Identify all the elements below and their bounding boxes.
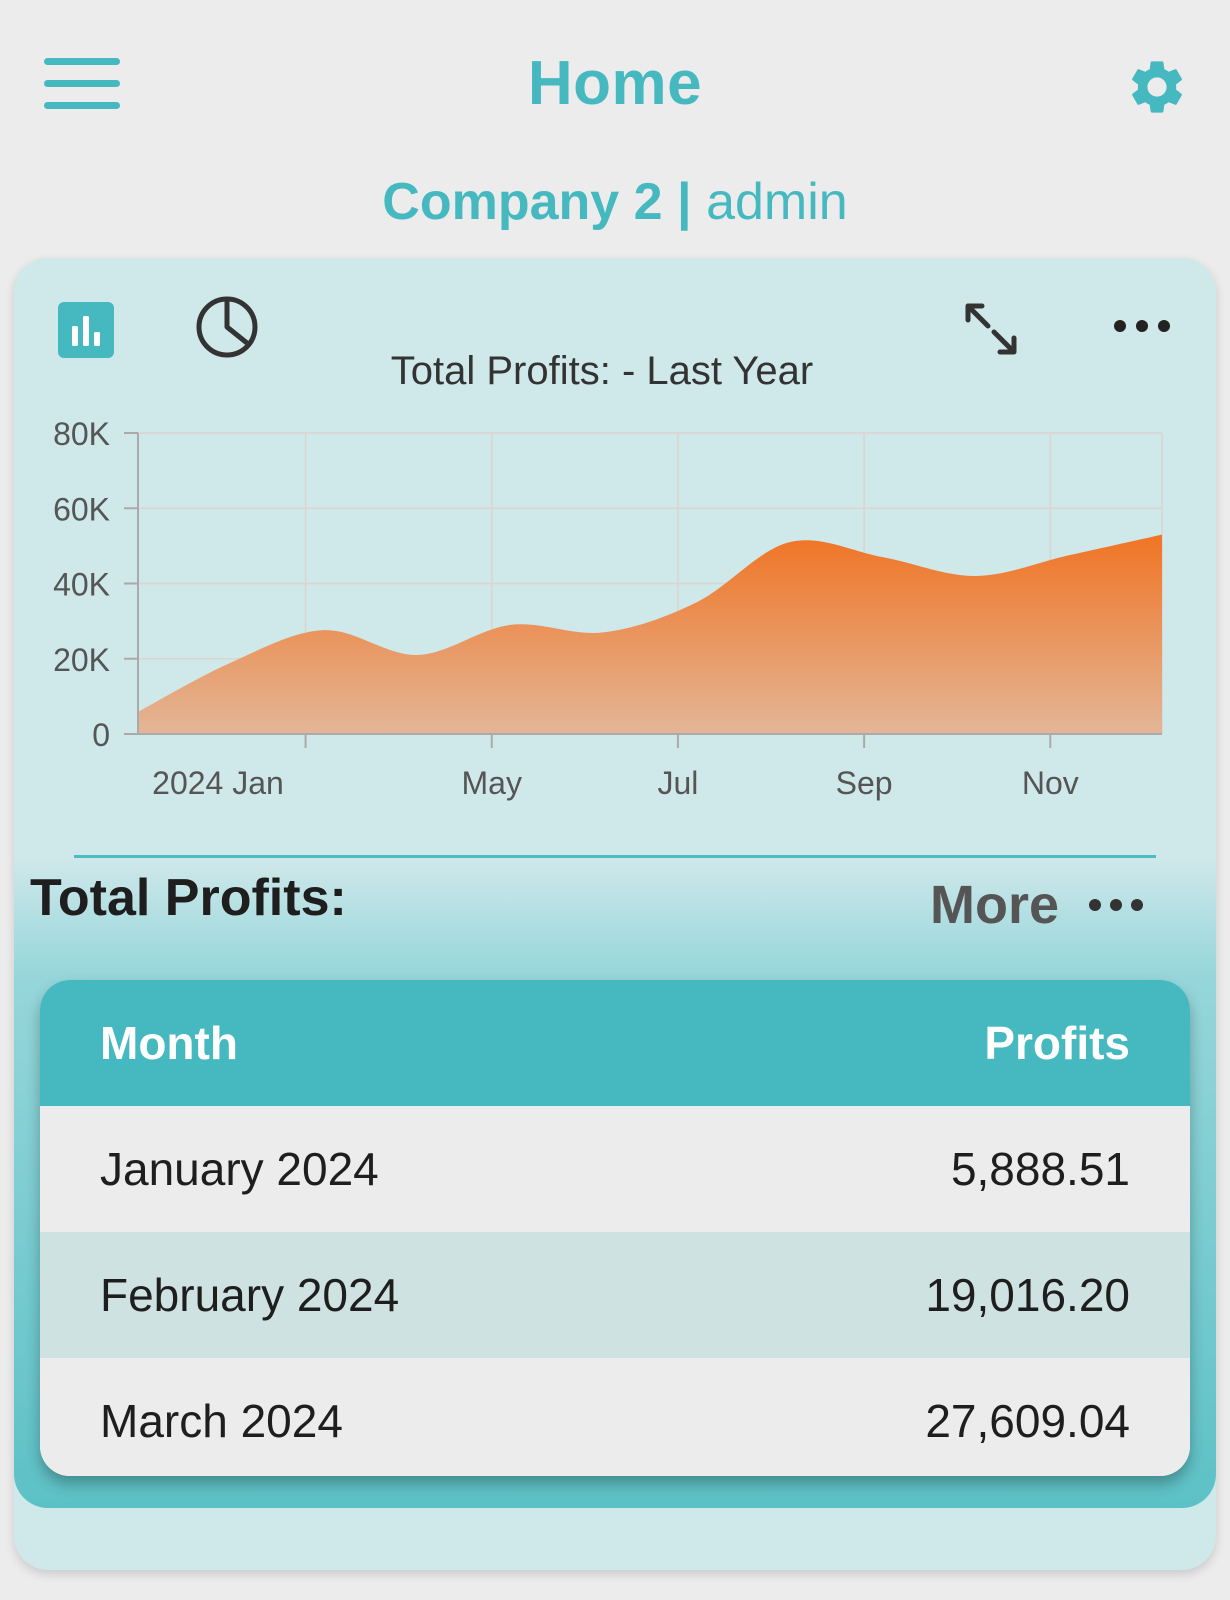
table-row[interactable]: January 2024 5,888.51	[40, 1106, 1190, 1232]
x-tick-label: 2024 Jan	[152, 765, 284, 801]
cell-profits: 5,888.51	[950, 1143, 1130, 1195]
chart-divider	[74, 855, 1156, 858]
y-tick-label: 0	[92, 717, 110, 753]
page-title: Home	[527, 49, 703, 118]
profits-area-chart: Total Profits: - Last Year 80K 60K 40K 20K 0…	[53, 349, 1163, 801]
cell-profits: 27,609.04	[925, 1395, 1130, 1447]
more-horizontal-icon[interactable]	[1110, 312, 1174, 340]
gear-icon[interactable]	[1125, 55, 1189, 119]
cell-month: February 2024	[100, 1269, 400, 1321]
table-header: Month Profits	[40, 980, 1190, 1106]
section-title: Total Profits:	[30, 869, 347, 927]
column-header-profits: Profits	[984, 1017, 1130, 1069]
cell-month: March 2024	[100, 1395, 343, 1447]
more-label: More	[930, 875, 1060, 935]
y-tick-label: 20K	[53, 642, 110, 678]
user-name: admin	[706, 173, 848, 231]
x-tick-label: May	[462, 765, 522, 801]
x-tick-label: Nov	[1022, 765, 1079, 801]
column-header-month: Month	[100, 1017, 238, 1069]
cell-month: January 2024	[100, 1143, 379, 1195]
y-tick-label: 40K	[53, 567, 110, 603]
subtitle-separator: |	[677, 173, 692, 231]
x-tick-label: Sep	[836, 765, 893, 801]
company-name: Company 2	[382, 173, 663, 231]
bar-chart-icon[interactable]	[58, 302, 114, 358]
chart-title: Total Profits: - Last Year	[391, 349, 813, 393]
x-tick-label: Jul	[657, 765, 698, 801]
pie-chart-icon[interactable]	[194, 294, 260, 360]
profits-card: Total Profits: - Last Year 80K 60K 40K 20K 0…	[14, 258, 1216, 1570]
top-app-bar: Home	[0, 0, 1230, 170]
more-button[interactable]: More	[930, 870, 1144, 940]
expand-icon[interactable]	[960, 298, 1022, 360]
table-row[interactable]: March 2024 27,609.04	[40, 1358, 1190, 1476]
more-dots-icon	[1089, 899, 1144, 911]
y-tick-label: 80K	[53, 416, 110, 452]
profits-table: Month Profits January 2024 5,888.51 Febr…	[40, 980, 1190, 1476]
menu-icon[interactable]	[44, 58, 120, 110]
company-user-subtitle: Company 2 | admin	[0, 172, 1230, 232]
table-row[interactable]: February 2024 19,016.20	[40, 1232, 1190, 1358]
y-tick-label: 60K	[53, 491, 110, 527]
chart-area-series	[138, 534, 1162, 734]
cell-profits: 19,016.20	[925, 1269, 1130, 1321]
